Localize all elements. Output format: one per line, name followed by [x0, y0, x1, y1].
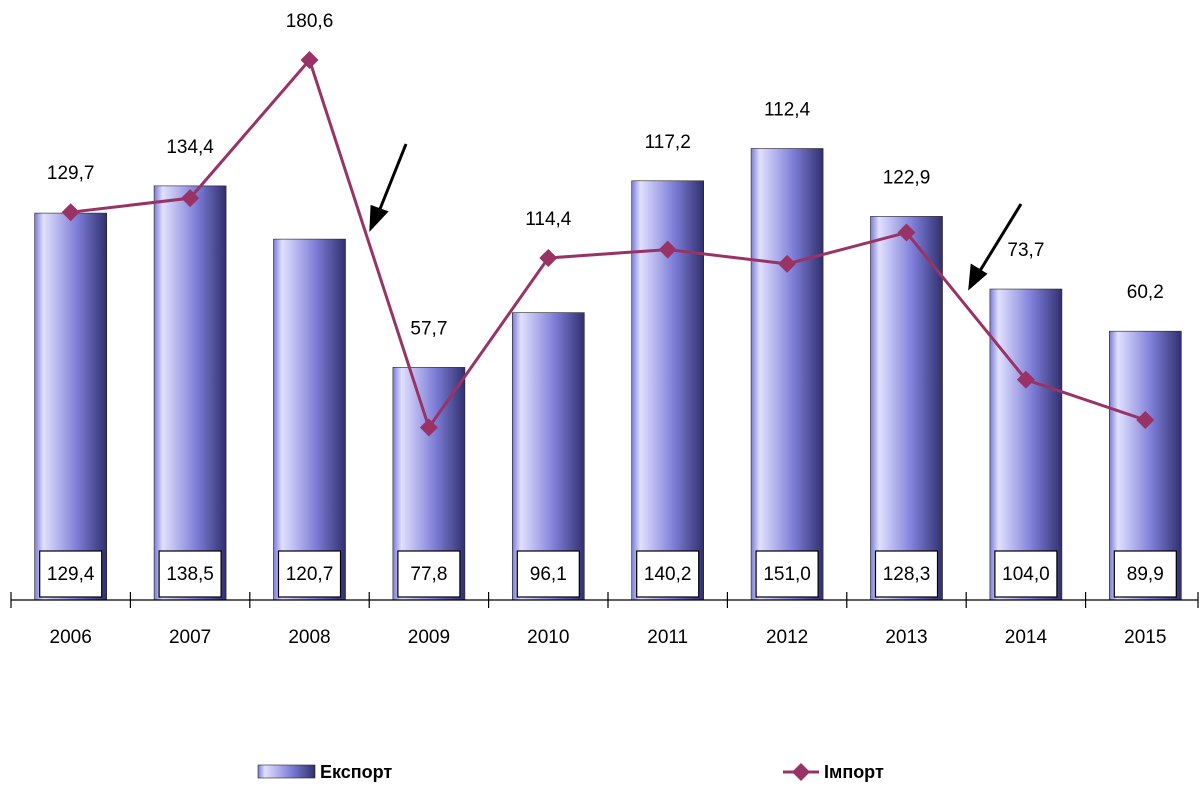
import-marker — [658, 240, 677, 259]
import-value-label: 114,4 — [525, 209, 572, 230]
import-value-label: 73,7 — [1007, 240, 1044, 261]
value-box — [516, 550, 580, 598]
import-marker — [419, 418, 438, 437]
legend-label: Імпорт — [824, 762, 884, 782]
import-value-label: 117,2 — [645, 132, 691, 153]
bar-value-label: 104,0 — [1002, 564, 1050, 585]
import-value-label: 112,4 — [764, 100, 811, 121]
x-tick-label: 2008 — [288, 627, 330, 648]
value-box — [397, 550, 461, 598]
bar-value-label: 120,7 — [286, 564, 334, 585]
bar-value-label: 129,4 — [47, 564, 95, 585]
bar-value-label: 89,9 — [1127, 564, 1164, 585]
import-marker — [300, 51, 319, 70]
x-tick-label: 2012 — [766, 627, 808, 648]
value-box — [1113, 550, 1177, 598]
arrow — [376, 143, 408, 215]
value-box — [874, 550, 939, 598]
arrow — [976, 203, 1023, 275]
bar — [750, 148, 824, 601]
x-tick-label: 2014 — [1005, 627, 1048, 648]
bar — [153, 185, 227, 601]
x-tick-label: 2013 — [885, 627, 927, 648]
arrows — [369, 143, 1023, 291]
import-marker — [778, 254, 797, 273]
import-line — [70, 57, 1146, 431]
import-marker — [181, 189, 200, 208]
x-tick-label: 2006 — [50, 627, 92, 648]
value-box — [158, 550, 222, 598]
bar-value-label: 140,2 — [644, 564, 692, 585]
import-value-label: 57,7 — [410, 318, 447, 339]
bar-value-label: 77,8 — [410, 564, 447, 585]
x-tick-label: 2007 — [169, 627, 211, 648]
bar — [273, 238, 346, 601]
bar-value-label: 151,0 — [763, 564, 811, 585]
legend-swatch — [257, 764, 316, 779]
x-tick-label: 2011 — [647, 627, 688, 648]
import-marker — [61, 203, 80, 222]
import-marker — [1016, 370, 1035, 389]
import-value-label: 129,7 — [47, 163, 95, 184]
bar — [989, 288, 1063, 601]
x-tick-label: 2010 — [527, 627, 569, 648]
import-value-label: 134,4 — [166, 137, 214, 158]
bar — [34, 212, 108, 601]
import-value-label: 60,2 — [1127, 282, 1164, 303]
bar — [870, 216, 943, 601]
value-box — [636, 550, 700, 598]
bar-value-label: 128,3 — [883, 564, 931, 585]
import-marker — [1136, 411, 1155, 430]
value-box — [39, 550, 103, 598]
x-tick-label: 2015 — [1124, 627, 1166, 648]
x-tick-label: 2009 — [408, 627, 450, 648]
import-value-label: 122,9 — [883, 167, 931, 188]
value-box — [755, 550, 819, 598]
legend-marker — [792, 763, 810, 781]
arrow-head — [968, 263, 988, 291]
import-marker — [539, 248, 558, 267]
import-value-label: 180,6 — [286, 11, 334, 32]
bar-value-label: 96,1 — [530, 564, 567, 585]
legend-label: Експорт — [320, 762, 392, 782]
value-box — [277, 550, 342, 598]
arrow-head — [369, 204, 389, 232]
value-box — [994, 550, 1058, 598]
import-marker — [897, 223, 916, 242]
bar-value-label: 138,5 — [166, 564, 214, 585]
